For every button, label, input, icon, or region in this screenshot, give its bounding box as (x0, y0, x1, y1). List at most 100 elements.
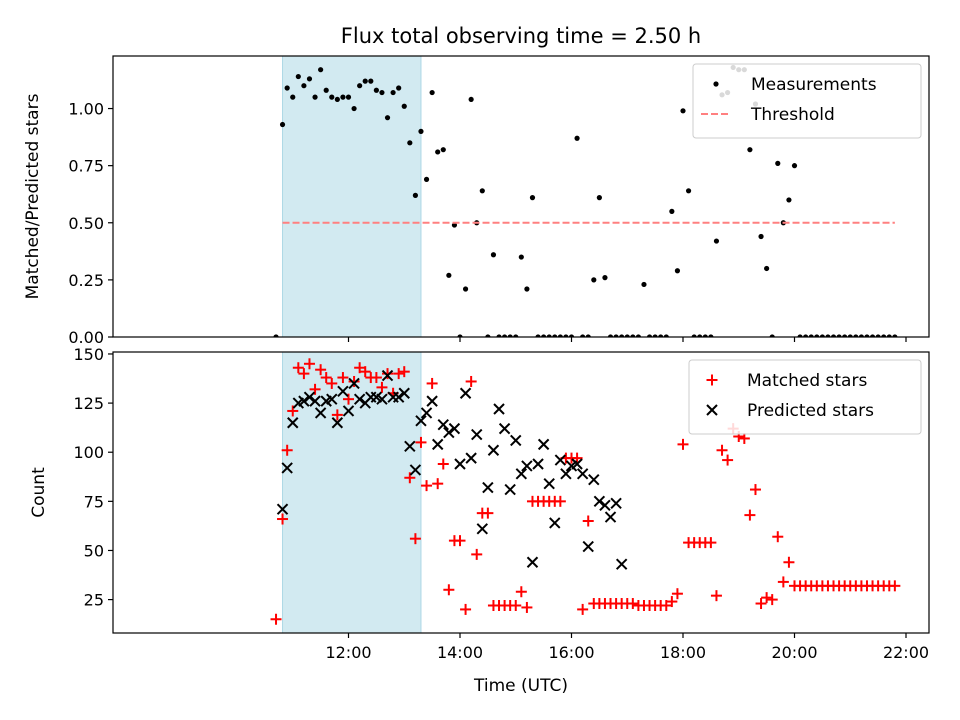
predicted-star-point (526, 556, 539, 568)
measurement-point (446, 272, 452, 278)
predicted-star-point (426, 395, 438, 407)
measurement-point (825, 334, 831, 337)
measurement-point (329, 94, 335, 100)
legend-label: Threshold (750, 105, 835, 125)
y-tick-label: 0.25 (68, 271, 104, 290)
measurement-point (786, 197, 792, 203)
top-panel: 0.00 0.25 0.50 0.75 1.00 Matched/Predicted st… (23, 55, 930, 347)
y-axis-label: Matched/Predicted stars (23, 93, 43, 299)
predicted-star-point (487, 444, 500, 456)
x-tick-label: 16:00 (548, 643, 594, 662)
measurement-point (713, 238, 720, 244)
x-tick-label: 20:00 (771, 643, 817, 662)
measurement-point (306, 76, 313, 82)
axes-frame (112, 55, 930, 338)
matched-star-point (660, 599, 672, 611)
measurement-point (396, 85, 402, 91)
matched-star-point (738, 432, 750, 444)
predicted-star-point (588, 474, 600, 486)
matched-star-point (370, 372, 382, 384)
measurement-point (290, 94, 296, 100)
measurement-point (518, 254, 524, 260)
measurement-point (401, 103, 407, 109)
y-tick-label: 0.75 (68, 157, 104, 176)
matched-star-point (315, 364, 327, 376)
measurement-point (323, 87, 329, 93)
measurement-point (541, 334, 547, 337)
y-tick-label: 1.00 (68, 100, 104, 119)
measurement-point (502, 334, 508, 337)
predicted-star-point (554, 454, 567, 466)
predicted-star-point (287, 417, 299, 429)
axes-frame (112, 351, 930, 634)
measurement-point (462, 286, 469, 292)
predicted-star-point (337, 385, 349, 398)
predicted-star-point (431, 438, 444, 451)
predicted-star-point (482, 481, 494, 494)
measurement-point (490, 252, 497, 258)
predicted-star-point (326, 393, 338, 405)
measurement-point (485, 334, 491, 337)
y-tick-label: 150 (73, 345, 104, 364)
matched-star-point (705, 537, 717, 549)
measurement-point (669, 208, 675, 214)
matched-star-point (270, 613, 282, 625)
measurement-point (602, 275, 608, 281)
measurement-point (552, 334, 558, 337)
matched-star-point (515, 586, 527, 598)
legend-label: Predicted stars (747, 401, 874, 421)
matched-star-point (393, 368, 405, 380)
measurement-point (708, 334, 714, 337)
matched-star-point (432, 478, 444, 490)
matched-star-point (298, 368, 310, 380)
measurement-point (808, 334, 814, 337)
predicted-star-point (331, 417, 344, 429)
measurement-point (814, 334, 820, 337)
measurement-point (535, 334, 541, 337)
predicted-star-point (549, 517, 561, 529)
predicted-star-point (298, 395, 310, 407)
measurement-point (624, 334, 630, 337)
matched-star-point (722, 454, 734, 466)
measurement-point (568, 334, 575, 337)
measurement-point (658, 334, 664, 337)
measurement-point (429, 89, 435, 96)
y-tick-label: 50 (84, 541, 104, 560)
y-tick-label: 75 (84, 492, 104, 511)
matched-star-point (766, 594, 778, 606)
matched-star-point (421, 480, 433, 492)
matched-star-point (577, 603, 589, 615)
measurement-point (373, 87, 379, 93)
measurement-point (791, 163, 798, 169)
y-tick-label: 100 (73, 443, 104, 462)
chart-title: Flux total observing time = 2.50 h (341, 24, 701, 48)
measurement-point (842, 334, 848, 337)
predicted-star-point (537, 438, 550, 451)
measurement-point (345, 94, 352, 100)
measurement-point (301, 83, 307, 89)
measurement-point (691, 334, 697, 337)
matched-star-point (471, 548, 483, 560)
matched-star-point (337, 372, 349, 384)
bottom-panel: 25 50 75 100 125 150 12:00 14:00 16:00 18:00 20:00… (29, 345, 930, 662)
measurement-point (418, 128, 424, 134)
matched-star-point (382, 368, 394, 380)
predicted-star-point (454, 458, 466, 470)
predicted-star-point (303, 391, 316, 403)
predicted-star-point (448, 422, 461, 435)
measurement-point (312, 94, 318, 100)
legend-box (688, 359, 922, 435)
predicted-star-point (392, 391, 405, 403)
measurement-point (663, 334, 669, 337)
x-tick-label: 14:00 (437, 643, 483, 662)
measurement-point (295, 73, 301, 80)
matched-star-point (510, 599, 522, 611)
measurement-point (697, 334, 703, 337)
measurement-point (273, 334, 279, 337)
matched-star-point (671, 588, 683, 600)
measurement-point (641, 281, 647, 288)
predicted-star-point (465, 452, 477, 464)
measurement-point (412, 192, 418, 198)
measurement-point (881, 334, 887, 337)
measurement-point (630, 334, 636, 337)
